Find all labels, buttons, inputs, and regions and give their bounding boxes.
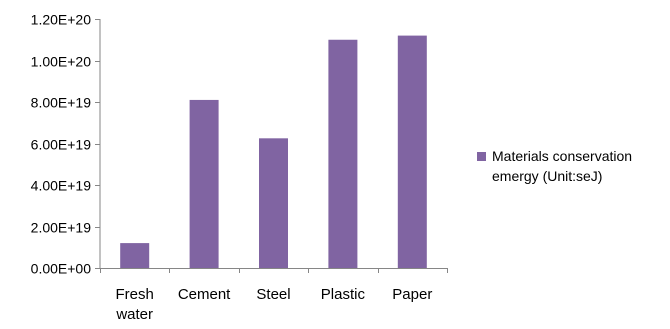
x-tick-label: Steel xyxy=(256,286,290,303)
bar-paper xyxy=(397,35,427,268)
x-tick-label-line: Fresh xyxy=(116,286,154,303)
y-tick-label: 1.20E+20 xyxy=(31,12,92,28)
x-tick-label-line: water xyxy=(115,306,153,323)
y-tick-label: 0.00E+00 xyxy=(31,261,92,277)
x-axis: Fresh water Cement Steel Plastic Paper xyxy=(95,268,448,323)
legend-swatch xyxy=(477,152,486,161)
x-tick-label: Plastic xyxy=(321,286,366,303)
legend: Materials conservation emergy (Unit:seJ) xyxy=(477,146,669,186)
y-tick-label: 6.00E+19 xyxy=(31,137,92,153)
x-tick-label-line: Cement xyxy=(178,286,231,303)
bar-cement xyxy=(189,99,219,268)
y-tick-label: 8.00E+19 xyxy=(31,95,92,111)
x-tick-label: Cement xyxy=(178,286,231,303)
x-tick-label-line: Paper xyxy=(392,286,432,303)
bar-steel xyxy=(259,138,288,268)
y-tick-label: 1.00E+20 xyxy=(31,54,92,70)
bars xyxy=(120,35,427,268)
x-tick-label-line: Steel xyxy=(256,286,290,303)
x-tick-label: Paper xyxy=(392,286,432,303)
x-tick-label-line: Plastic xyxy=(321,286,366,303)
y-axis: 0.00E+00 2.00E+19 4.00E+19 6.00E+19 8.00E+19… xyxy=(31,12,101,277)
x-tick-label: Fresh water xyxy=(115,286,154,323)
y-tick-label: 2.00E+19 xyxy=(31,220,92,236)
bar-fresh-water xyxy=(120,243,150,268)
bar-plastic xyxy=(328,39,358,268)
y-tick-label: 4.00E+19 xyxy=(31,178,92,194)
legend-label: Materials conservation emergy (Unit:seJ) xyxy=(492,148,633,184)
